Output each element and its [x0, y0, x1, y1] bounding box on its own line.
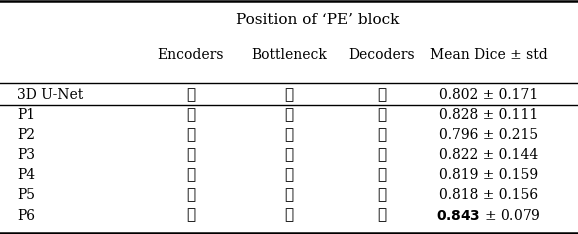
Text: 0.828 ± 0.111: 0.828 ± 0.111 — [439, 108, 538, 122]
Text: Decoders: Decoders — [348, 48, 415, 62]
Text: ✓: ✓ — [284, 208, 294, 223]
Text: ✗: ✗ — [284, 108, 294, 122]
Text: ✗: ✗ — [284, 168, 294, 182]
Text: ✓: ✓ — [284, 188, 294, 202]
Text: ✗: ✗ — [377, 108, 386, 122]
Text: ✗: ✗ — [186, 148, 195, 162]
Text: ✓: ✓ — [186, 188, 195, 202]
Text: P3: P3 — [17, 148, 35, 162]
Text: P5: P5 — [17, 188, 35, 202]
Text: 0.818 ± 0.156: 0.818 ± 0.156 — [439, 188, 538, 202]
Text: 0.796 ± 0.215: 0.796 ± 0.215 — [439, 128, 538, 142]
Text: P4: P4 — [17, 168, 35, 182]
Text: 0.802 ± 0.171: 0.802 ± 0.171 — [439, 88, 538, 102]
Text: ✓: ✓ — [377, 168, 386, 182]
Text: ✓: ✓ — [377, 208, 386, 223]
Text: Bottleneck: Bottleneck — [251, 48, 327, 62]
Text: ✗: ✗ — [377, 88, 386, 102]
Text: ✓: ✓ — [284, 148, 294, 162]
Text: ✗: ✗ — [186, 128, 195, 142]
Text: ✗: ✗ — [284, 128, 294, 142]
Text: ✗: ✗ — [284, 88, 294, 102]
Text: 0.822 ± 0.144: 0.822 ± 0.144 — [439, 148, 538, 162]
Text: Mean Dice ± std: Mean Dice ± std — [429, 48, 547, 62]
Text: ✗: ✗ — [377, 148, 386, 162]
Text: ✓: ✓ — [186, 208, 195, 223]
Text: ✗: ✗ — [186, 88, 195, 102]
Text: ✓: ✓ — [377, 128, 386, 142]
Text: 0.819 ± 0.159: 0.819 ± 0.159 — [439, 168, 538, 182]
Text: ✓: ✓ — [186, 168, 195, 182]
Text: Position of ‘PE’ block: Position of ‘PE’ block — [236, 13, 399, 27]
Text: ✓: ✓ — [186, 108, 195, 122]
Text: ✗: ✗ — [377, 188, 386, 202]
Text: P1: P1 — [17, 108, 35, 122]
Text: P6: P6 — [17, 208, 35, 223]
Text: P2: P2 — [17, 128, 35, 142]
Text: $\mathbf{0.843}$ ± 0.079: $\mathbf{0.843}$ ± 0.079 — [436, 208, 541, 223]
Text: Encoders: Encoders — [157, 48, 224, 62]
Text: 3D U-Net: 3D U-Net — [17, 88, 84, 102]
